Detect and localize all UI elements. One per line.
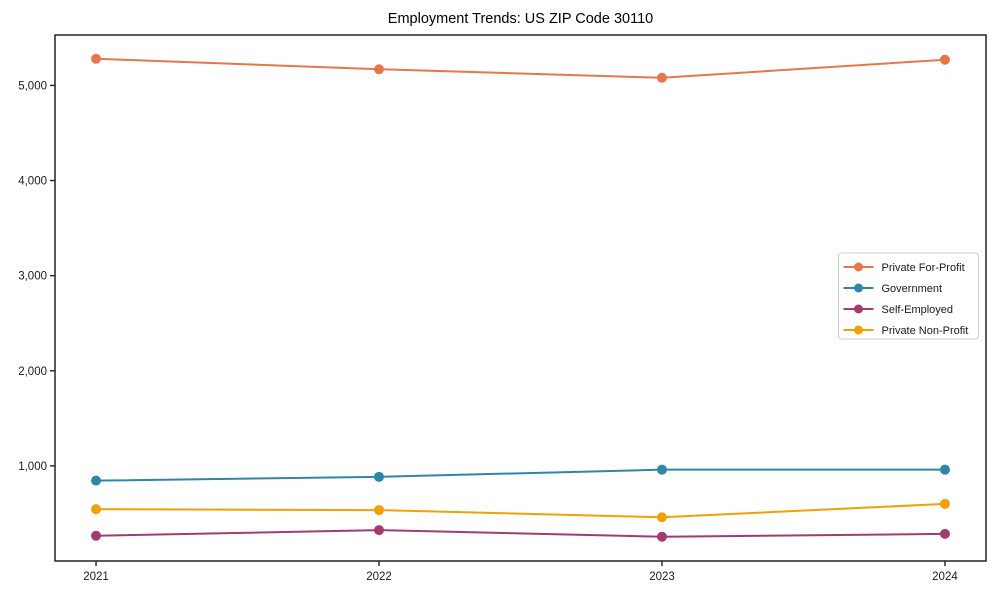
legend-item-private-non-profit: Private Non-Profit — [843, 325, 969, 337]
legend-item-label: Self-Employed — [882, 304, 954, 316]
data-point-government-2021 — [91, 475, 102, 486]
y-tick-label: 4,000 — [18, 176, 47, 188]
data-point-private-non-profit-2024 — [939, 498, 950, 509]
series-line-government — [95, 468, 946, 482]
data-point-private-for-profit-2023 — [656, 72, 667, 83]
legend-item-label: Private For-Profit — [882, 262, 965, 274]
data-point-self-employed-2023 — [656, 531, 667, 542]
data-point-private-non-profit-2021 — [91, 504, 102, 515]
data-point-private-non-profit-2023 — [656, 512, 667, 523]
y-tick-label: 2,000 — [18, 366, 47, 378]
data-point-government-2022 — [374, 471, 385, 482]
plot-frame — [54, 34, 987, 562]
data-point-government-2023 — [656, 464, 667, 475]
y-tick-label: 3,000 — [18, 271, 47, 283]
legend-marker-dot — [854, 283, 863, 293]
legend: Private For-Profit Government Self-Employe… — [838, 252, 979, 340]
x-tick-label: 2024 — [932, 571, 958, 583]
legend-box — [838, 252, 979, 340]
series-line-private-for-profit — [95, 57, 946, 79]
y-tick-label: 1,000 — [18, 461, 47, 473]
data-point-private-non-profit-2022 — [374, 505, 385, 516]
data-point-government-2024 — [939, 464, 950, 475]
chart-title: Employment Trends: US ZIP Code 30110 — [387, 11, 654, 27]
x-tick-label: 2023 — [649, 571, 675, 583]
series-line-self-employed — [95, 529, 946, 538]
y-tick-label: 5,000 — [18, 80, 47, 92]
x-tick-label: 2021 — [83, 571, 109, 583]
legend-item-label: Private Non-Profit — [882, 325, 969, 337]
legend-marker-dot — [854, 262, 863, 272]
data-point-self-employed-2024 — [939, 528, 950, 539]
x-tick-label: 2022 — [366, 571, 392, 583]
series-line-private-non-profit — [95, 502, 946, 519]
legend-item-label: Government — [882, 283, 943, 295]
data-point-self-employed-2022 — [374, 525, 385, 536]
legend-marker-dot — [854, 325, 863, 335]
data-point-private-for-profit-2022 — [374, 64, 385, 75]
legend-marker-dot — [854, 304, 863, 314]
data-point-private-for-profit-2024 — [939, 54, 950, 65]
legend-item-private-for-profit: Private For-Profit — [843, 262, 965, 274]
legend-item-government: Government — [843, 283, 943, 295]
data-point-private-for-profit-2021 — [91, 53, 102, 64]
data-point-self-employed-2021 — [91, 530, 102, 541]
legend-item-self-employed: Self-Employed — [843, 304, 954, 316]
